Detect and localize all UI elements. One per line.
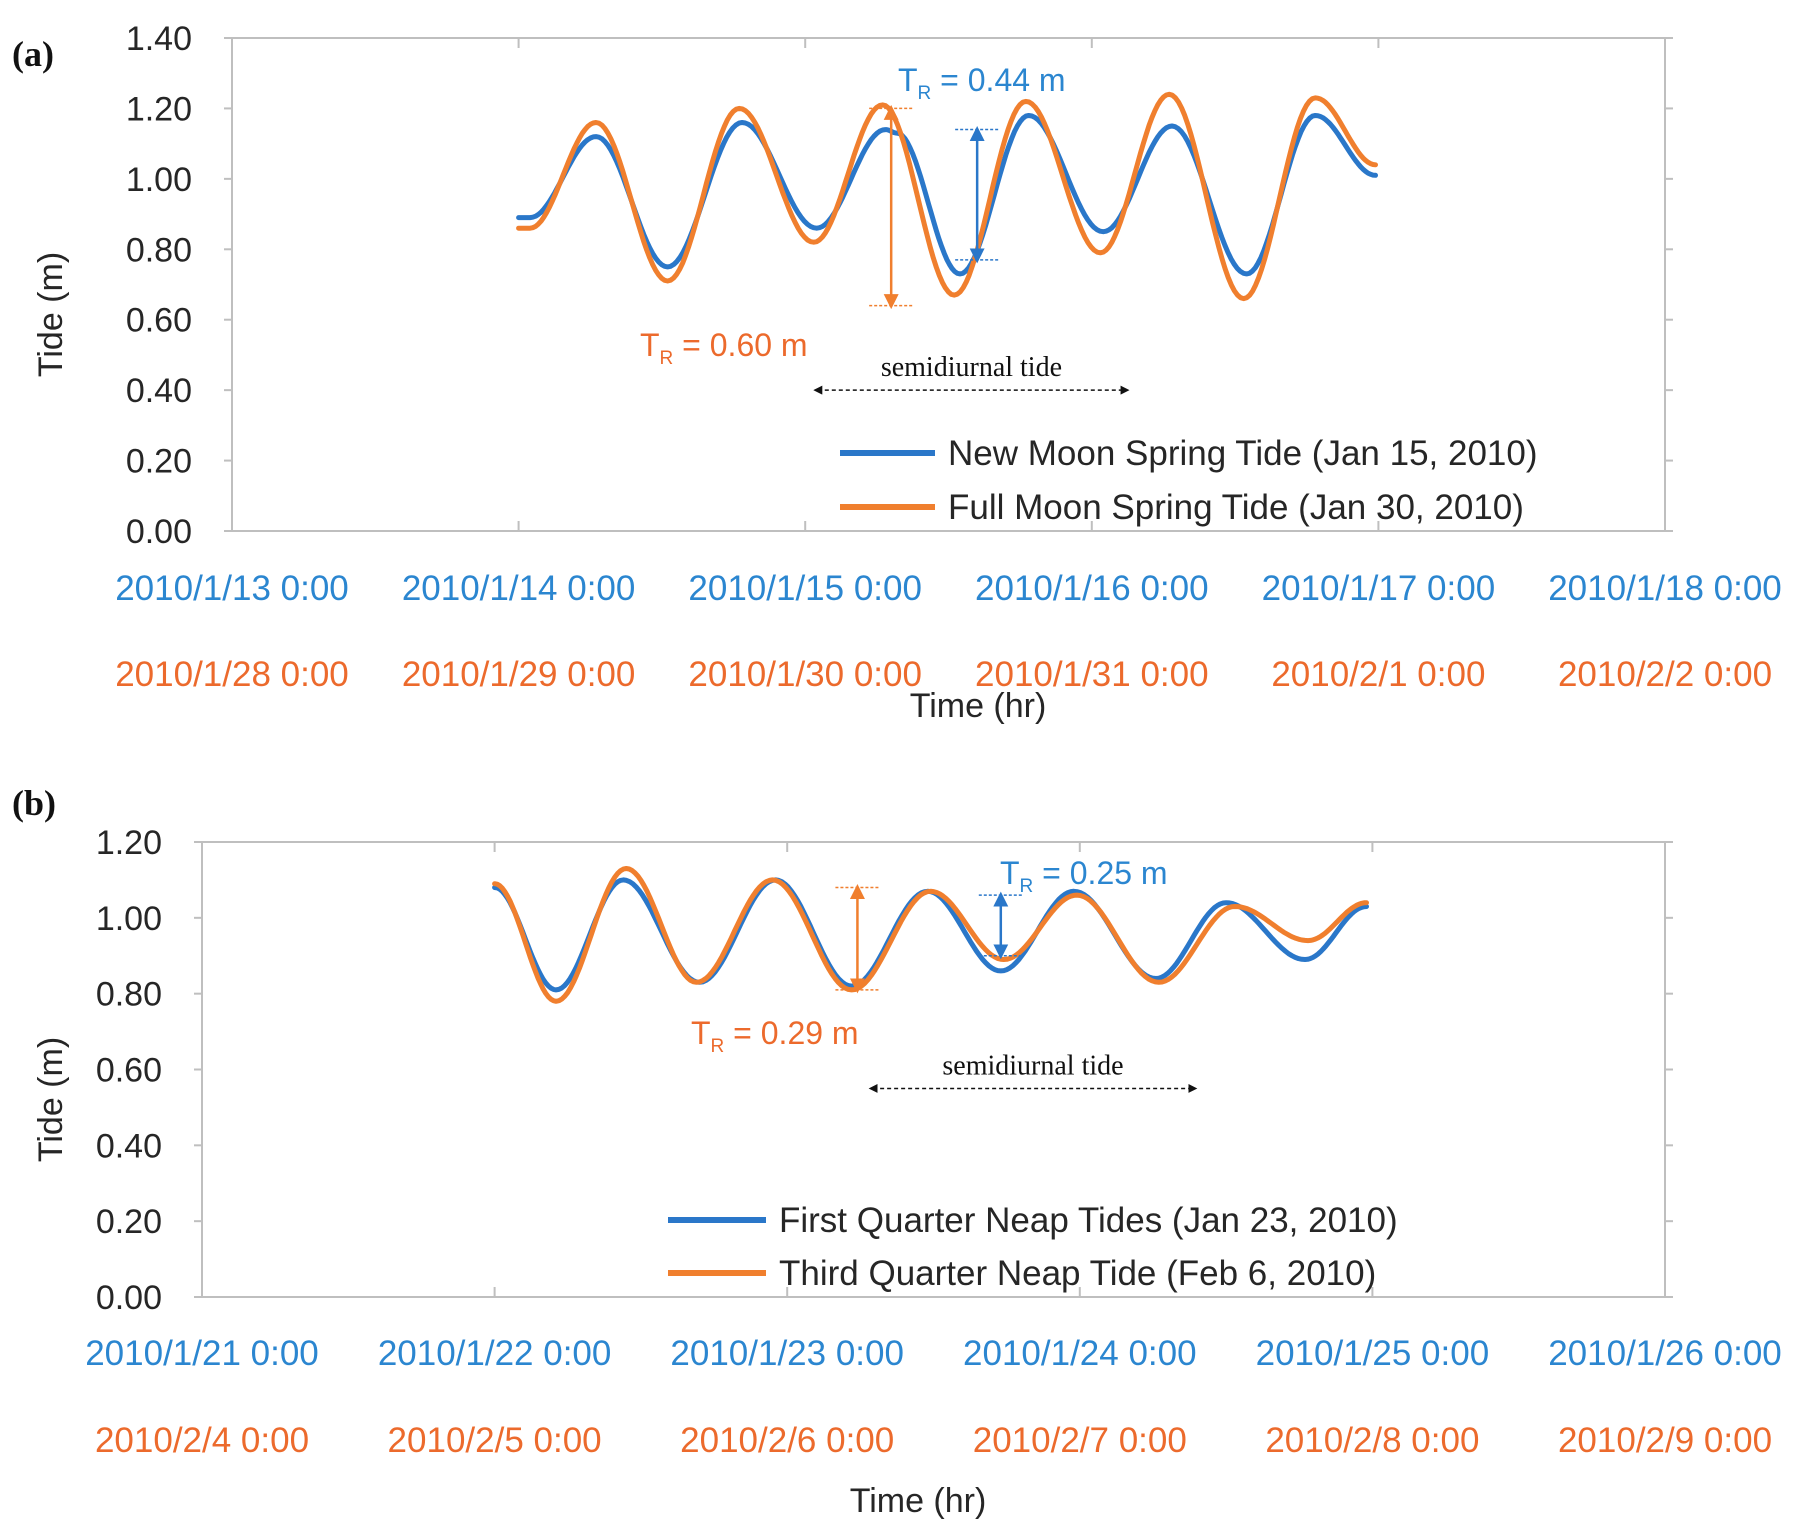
- x-tick-label-blue: 2010/1/25 0:00: [1256, 1334, 1490, 1373]
- x-tick-label-orange: 2010/2/5 0:00: [388, 1421, 602, 1460]
- panel-a-x-tick-labels-blue: 2010/1/13 0:00 2010/1/14 0:00 2010/1/15 0:…: [115, 569, 1782, 608]
- y-tick-label: 0.60: [126, 302, 192, 340]
- panel-b-chart: (b) 0.00 0.20 0.40 0.60 0.80 1.00 1.20 Tide (m…: [12, 783, 1782, 1520]
- x-tick-label-orange: 2010/2/2 0:00: [1558, 655, 1772, 694]
- series-line-blue: [492, 877, 1369, 993]
- y-tick-label: 1.40: [126, 20, 192, 58]
- panel-b-legend: First Quarter Neap Tides (Jan 23, 2010) …: [668, 1201, 1398, 1293]
- y-tick-label: 0.00: [96, 1279, 162, 1317]
- y-tick-label: 0.80: [96, 976, 162, 1014]
- x-tick-label-blue: 2010/1/21 0:00: [85, 1334, 319, 1373]
- panel-b-y-axis-title: Tide (m): [32, 1037, 70, 1162]
- x-tick-label-orange: 2010/2/1 0:00: [1271, 655, 1485, 694]
- y-tick-label: 1.20: [126, 90, 192, 128]
- x-tick-label-orange: 2010/2/6 0:00: [680, 1421, 894, 1460]
- y-tick-label: 0.40: [126, 372, 192, 410]
- x-tick-label-blue: 2010/1/22 0:00: [378, 1334, 612, 1373]
- panel-b-label: (b): [12, 783, 56, 823]
- x-tick-label-orange: 2010/1/30 0:00: [688, 655, 922, 694]
- y-tick-label: 1.00: [96, 900, 162, 938]
- x-tick-label-orange: 2010/2/8 0:00: [1265, 1421, 1479, 1460]
- x-tick-label-orange: 2010/1/28 0:00: [115, 655, 349, 694]
- panel-a-chart: (a) 0.00 0.20 0.40 0.60 0.80 1.00 1.20 1.40 Tid…: [12, 20, 1782, 725]
- x-tick-label-blue: 2010/1/15 0:00: [688, 569, 922, 608]
- tidal-range-label-orange: TR = 0.60 m: [640, 327, 808, 369]
- x-tick-label-blue: 2010/1/16 0:00: [975, 569, 1209, 608]
- x-tick-label-orange: 2010/1/29 0:00: [402, 655, 636, 694]
- tidal-range-label-orange: TR = 0.29 m: [691, 1015, 859, 1057]
- semidiurnal-label: semidiurnal tide: [942, 1050, 1123, 1081]
- y-tick-label: 1.00: [126, 161, 192, 199]
- panel-a-x-tick-labels-orange: 2010/1/28 0:00 2010/1/29 0:00 2010/1/30 0:…: [115, 655, 1772, 694]
- panel-b-y-axis: 0.00 0.20 0.40 0.60 0.80 1.00 1.20: [96, 824, 162, 1317]
- y-tick-label: 0.80: [126, 231, 192, 269]
- panel-b-x-tick-labels-orange: 2010/2/4 0:00 2010/2/5 0:00 2010/2/6 0:00 2…: [95, 1421, 1772, 1460]
- x-tick-label-blue: 2010/1/23 0:00: [670, 1334, 904, 1373]
- x-tick-label-blue: 2010/1/18 0:00: [1548, 569, 1782, 608]
- x-tick-label-blue: 2010/1/14 0:00: [402, 569, 636, 608]
- series-line-orange: [516, 91, 1378, 302]
- x-tick-label-blue: 2010/1/24 0:00: [963, 1334, 1197, 1373]
- y-tick-label: 0.40: [96, 1127, 162, 1165]
- tidal-range-label-blue: TR = 0.25 m: [1000, 855, 1168, 897]
- legend-label-third-quarter: Third Quarter Neap Tide (Feb 6, 2010): [779, 1254, 1376, 1293]
- legend-label-first-quarter: First Quarter Neap Tides (Jan 23, 2010): [779, 1201, 1398, 1240]
- x-tick-label-orange: 2010/1/31 0:00: [975, 655, 1209, 694]
- x-tick-label-blue: 2010/1/13 0:00: [115, 569, 349, 608]
- y-tick-label: 0.20: [126, 443, 192, 481]
- y-tick-label: 0.20: [96, 1203, 162, 1241]
- panel-a-legend: New Moon Spring Tide (Jan 15, 2010) Full…: [840, 434, 1538, 527]
- x-tick-label-blue: 2010/1/17 0:00: [1262, 569, 1496, 608]
- legend-label-full-moon: Full Moon Spring Tide (Jan 30, 2010): [948, 488, 1524, 527]
- semidiurnal-label: semidiurnal tide: [881, 352, 1062, 383]
- panel-a-label: (a): [12, 34, 54, 74]
- y-tick-label: 0.00: [126, 513, 192, 551]
- x-tick-label-orange: 2010/2/7 0:00: [973, 1421, 1187, 1460]
- x-tick-label-orange: 2010/2/4 0:00: [95, 1421, 309, 1460]
- x-tick-label-orange: 2010/2/9 0:00: [1558, 1421, 1772, 1460]
- y-tick-label: 1.20: [96, 824, 162, 862]
- panel-a-y-axis-title: Tide (m): [32, 252, 70, 377]
- series-line-orange: [492, 866, 1369, 1004]
- panel-a-x-axis-title: Time (hr): [910, 687, 1047, 725]
- x-tick-label-blue: 2010/1/26 0:00: [1548, 1334, 1782, 1373]
- panel-b-x-axis-title: Time (hr): [850, 1482, 987, 1520]
- panel-a-y-axis: 0.00 0.20 0.40 0.60 0.80 1.00 1.20 1.40: [126, 20, 192, 551]
- legend-label-new-moon: New Moon Spring Tide (Jan 15, 2010): [948, 434, 1538, 473]
- y-tick-label: 0.60: [96, 1052, 162, 1090]
- panel-b-x-tick-labels-blue: 2010/1/21 0:00 2010/1/22 0:00 2010/1/23 0:…: [85, 1334, 1782, 1373]
- tidal-range-label-blue: TR = 0.44 m: [898, 62, 1066, 104]
